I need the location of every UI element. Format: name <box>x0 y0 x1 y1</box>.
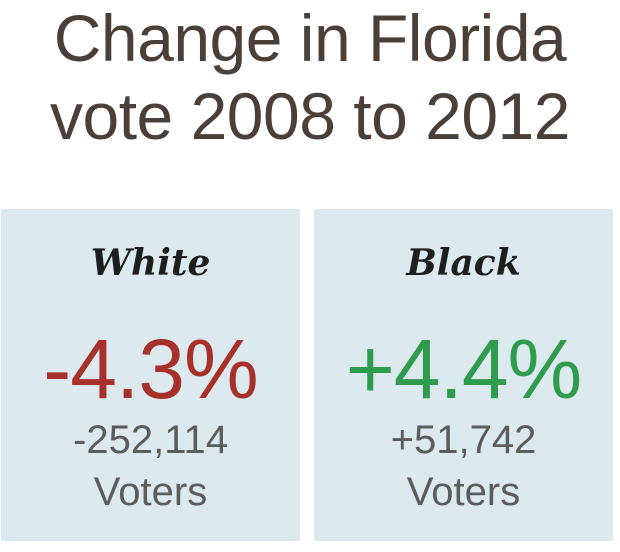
panel-white: White -4.3% -252,114 Voters <box>1 209 300 541</box>
panel-black: Black +4.4% +51,742 Voters <box>314 209 613 541</box>
voter-unit-black: Voters <box>406 470 521 514</box>
voter-unit-white: Voters <box>93 470 208 514</box>
group-label-black: Black <box>406 242 521 284</box>
title-line-1: Change in Florida <box>53 1 567 75</box>
voter-change-black: +51,742 <box>390 418 537 462</box>
group-label-white: White <box>90 242 211 284</box>
voter-change-white: -252,114 <box>73 418 228 462</box>
title-line-2: vote 2008 to 2012 <box>50 79 570 153</box>
percent-change-white: -4.3% <box>43 322 258 416</box>
percent-change-black: +4.4% <box>345 322 583 416</box>
